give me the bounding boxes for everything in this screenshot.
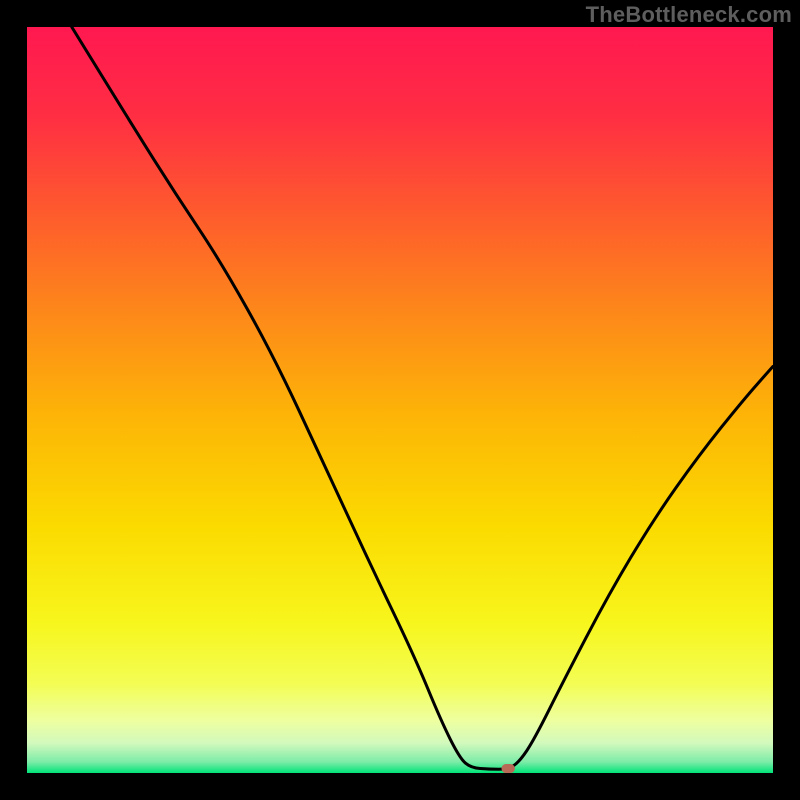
chart-container: TheBottleneck.com (0, 0, 800, 800)
gradient-background (27, 27, 773, 773)
bottleneck-chart-svg (27, 27, 773, 773)
watermark-text: TheBottleneck.com (586, 2, 792, 28)
plot-frame (27, 27, 773, 773)
optimal-point-marker (501, 764, 514, 773)
